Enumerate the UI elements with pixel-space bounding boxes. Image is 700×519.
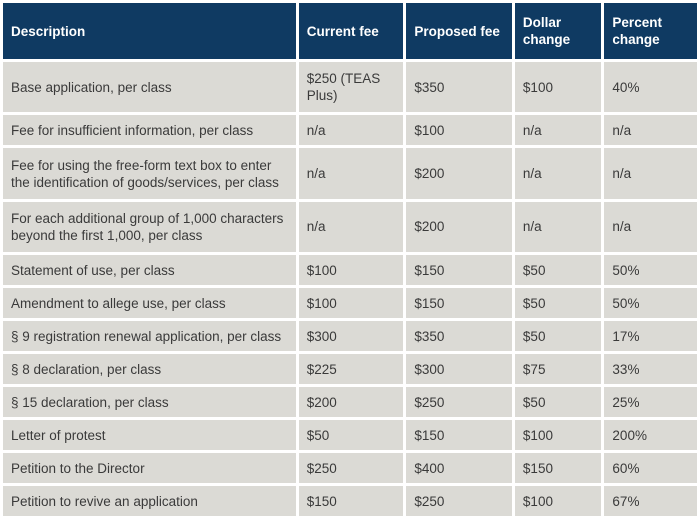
cell-percent-change: 50% (604, 255, 697, 286)
cell-current-fee: $250 (TEAS Plus) (298, 62, 404, 113)
table-row: Petition to revive an application $150 $25… (3, 486, 697, 516)
cell-proposed-fee: $350 (406, 62, 512, 113)
cell-current-fee: $225 (298, 354, 404, 385)
cell-dollar-change: $100 (514, 62, 602, 113)
cell-dollar-change: n/a (514, 201, 602, 253)
cell-current-fee: $300 (298, 321, 404, 352)
table-row: Fee for using the free-form text box to … (3, 148, 697, 199)
cell-proposed-fee: $150 (406, 420, 512, 451)
cell-dollar-change: $50 (514, 387, 602, 418)
table-row: § 9 registration renewal application, pe… (3, 321, 697, 352)
cell-description: Petition to the Director (3, 453, 296, 483)
cell-current-fee: $150 (298, 486, 404, 516)
cell-current-fee: $200 (298, 387, 404, 418)
cell-proposed-fee: $100 (406, 115, 512, 146)
cell-current-fee: n/a (298, 201, 404, 253)
cell-percent-change: 50% (604, 288, 697, 319)
table-row: Amendment to allege use, per class $100 $1… (3, 288, 697, 319)
table-row: Petition to the Director $250 $400 $150 60% (3, 453, 697, 483)
cell-description: Amendment to allege use, per class (3, 288, 296, 319)
cell-dollar-change: $100 (514, 420, 602, 451)
cell-dollar-change: $75 (514, 354, 602, 385)
table-row: Letter of protest $50 $150 $100 200% (3, 420, 697, 451)
cell-current-fee: n/a (298, 115, 404, 146)
cell-current-fee: $250 (298, 453, 404, 483)
cell-percent-change: 67% (604, 486, 697, 516)
cell-description: Base application, per class (3, 62, 296, 113)
cell-dollar-change: n/a (514, 148, 602, 199)
column-header-proposed-fee: Proposed fee (406, 3, 512, 59)
cell-proposed-fee: $350 (406, 321, 512, 352)
cell-percent-change: 40% (604, 62, 697, 113)
cell-percent-change: n/a (604, 115, 697, 146)
cell-current-fee: n/a (298, 148, 404, 199)
cell-proposed-fee: $400 (406, 453, 512, 483)
table-row: Statement of use, per class $100 $150 $50 50… (3, 255, 697, 286)
cell-dollar-change: $50 (514, 255, 602, 286)
cell-percent-change: 200% (604, 420, 697, 451)
column-header-dollar-change: Dollar change (514, 3, 602, 59)
cell-description: § 9 registration renewal application, pe… (3, 321, 296, 352)
cell-dollar-change: $100 (514, 486, 602, 516)
header-row: Description Current fee Proposed fee Dollar… (3, 3, 697, 59)
cell-current-fee: $100 (298, 288, 404, 319)
cell-description: Letter of protest (3, 420, 296, 451)
cell-proposed-fee: $250 (406, 486, 512, 516)
cell-current-fee: $50 (298, 420, 404, 451)
cell-percent-change: n/a (604, 201, 697, 253)
cell-percent-change: 60% (604, 453, 697, 483)
cell-proposed-fee: $200 (406, 201, 512, 253)
cell-percent-change: 17% (604, 321, 697, 352)
cell-description: Petition to revive an application (3, 486, 296, 516)
column-header-description: Description (3, 3, 296, 59)
cell-proposed-fee: $150 (406, 255, 512, 286)
column-header-percent-change: Percent change (604, 3, 697, 59)
column-header-current-fee: Current fee (298, 3, 404, 59)
cell-description: For each additional group of 1,000 chara… (3, 201, 296, 253)
table-row: For each additional group of 1,000 chara… (3, 201, 697, 253)
cell-description: Fee for using the free-form text box to … (3, 148, 296, 199)
cell-description: § 15 declaration, per class (3, 387, 296, 418)
cell-dollar-change: n/a (514, 115, 602, 146)
table-row: Fee for insufficient information, per cl… (3, 115, 697, 146)
table-row: Base application, per class $250 (TEAS Pl… (3, 62, 697, 113)
cell-description: Statement of use, per class (3, 255, 296, 286)
cell-description: Fee for insufficient information, per cl… (3, 115, 296, 146)
cell-description: § 8 declaration, per class (3, 354, 296, 385)
cell-dollar-change: $50 (514, 288, 602, 319)
cell-proposed-fee: $200 (406, 148, 512, 199)
cell-percent-change: n/a (604, 148, 697, 199)
cell-current-fee: $100 (298, 255, 404, 286)
cell-proposed-fee: $250 (406, 387, 512, 418)
table-body: Base application, per class $250 (TEAS Pl… (3, 62, 697, 516)
cell-dollar-change: $150 (514, 453, 602, 483)
table-row: § 15 declaration, per class $200 $250 $50 25… (3, 387, 697, 418)
cell-dollar-change: $50 (514, 321, 602, 352)
cell-percent-change: 33% (604, 354, 697, 385)
cell-proposed-fee: $300 (406, 354, 512, 385)
cell-percent-change: 25% (604, 387, 697, 418)
table-row: § 8 declaration, per class $225 $300 $75 33% (3, 354, 697, 385)
cell-proposed-fee: $150 (406, 288, 512, 319)
